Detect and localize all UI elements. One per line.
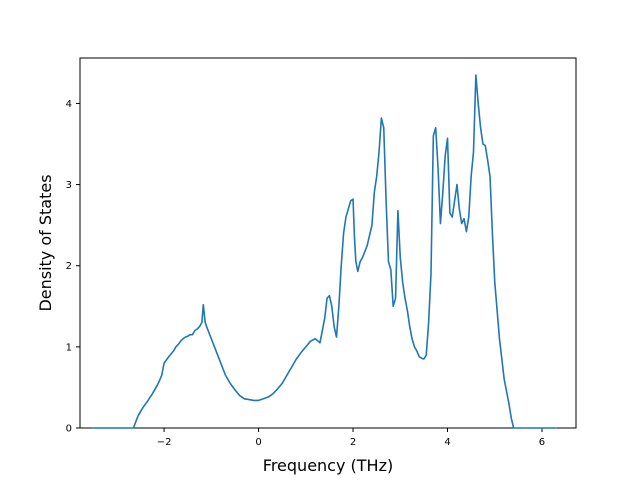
x-tick-label: 4: [444, 437, 450, 448]
y-tick-label: 0: [66, 424, 72, 435]
x-tick-label: 2: [350, 437, 356, 448]
y-tick-label: 2: [66, 261, 72, 272]
series-line-dos: [92, 74, 557, 429]
y-axis-label: Density of States: [36, 174, 55, 311]
y-tick-label: 1: [66, 342, 72, 353]
x-tick-label: 0: [255, 437, 261, 448]
y-tick-label: 4: [66, 99, 72, 110]
plot-area: −2 0 2 4 6 0 1 2 3 4: [66, 57, 577, 448]
x-axis-label: Frequency (THz): [263, 456, 393, 475]
y-tick-label: 3: [66, 180, 72, 191]
x-tick-label: 6: [539, 437, 545, 448]
axes-frame: [79, 57, 577, 429]
x-tick-label: −2: [157, 437, 172, 448]
x-axis-ticks: −2 0 2 4 6: [157, 428, 545, 448]
y-axis-ticks: 0 1 2 3 4: [66, 99, 80, 435]
